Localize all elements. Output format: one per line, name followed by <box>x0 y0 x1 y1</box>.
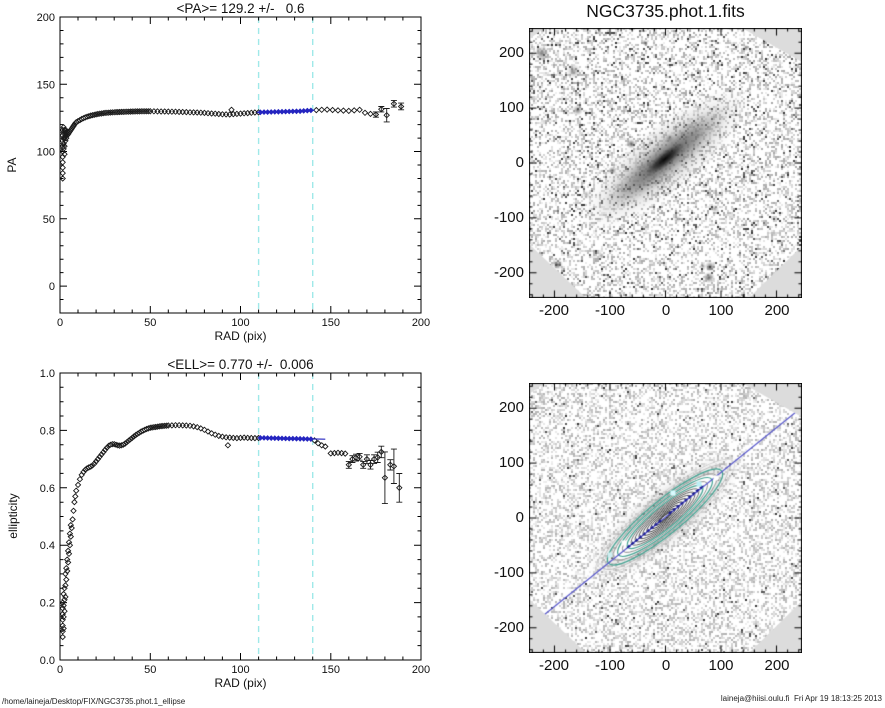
tick-label: 100 <box>498 99 524 116</box>
ellipticity-plot-panel: <ELL>= 0.770 +/- 0.006 0 50 100 150 200 0.0 0.… <box>0 355 442 708</box>
tick-label: 0 <box>515 154 524 171</box>
tick-label: 200 <box>37 12 55 24</box>
galaxy-image-panel: NGC3735.phot.1.fits 200 100 0 -100 -200 -200 -… <box>442 0 885 352</box>
tick-label: 50 <box>144 317 156 329</box>
tick-label: 200 <box>764 657 790 674</box>
pa-x-axis-label: RAD (pix) <box>214 329 267 343</box>
tick-label: 0 <box>57 664 63 676</box>
tick-label: -200 <box>493 264 524 281</box>
isophote-contour-tick-labels: 200 100 0 -100 -200 -200 -100 0 100 200 <box>442 355 885 708</box>
tick-label: -100 <box>594 657 626 674</box>
ellipticity-y-axis-label: ellipticity <box>6 493 20 539</box>
tick-label: 100 <box>37 147 55 159</box>
tick-label: 100 <box>708 302 734 319</box>
tick-label: 100 <box>231 317 249 329</box>
tick-label: 0.0 <box>40 655 55 667</box>
tick-label: 200 <box>412 664 430 676</box>
tick-label: 0.6 <box>40 483 55 495</box>
tick-label: -100 <box>493 209 524 226</box>
ellipticity-plot-canvas: 0 50 100 150 200 0.0 0.2 0.4 0.6 0.8 1.0 <box>40 368 430 676</box>
tick-label: 50 <box>43 214 55 226</box>
tick-label: -200 <box>493 619 524 636</box>
tick-label: 100 <box>231 664 249 676</box>
galaxy-image-title: NGC3735.phot.1.fits <box>586 1 745 21</box>
tick-label: 100 <box>708 657 734 674</box>
tick-label: -200 <box>538 302 570 319</box>
ellipticity-x-axis-label: RAD (pix) <box>214 676 267 690</box>
tick-label: 200 <box>498 44 524 61</box>
tick-label: 0.8 <box>40 425 55 437</box>
tick-label: 150 <box>322 664 340 676</box>
galaxy-image-tick-labels: 200 100 0 -100 -200 -200 -100 0 100 200 <box>442 0 885 352</box>
tick-label: -100 <box>594 302 626 319</box>
pa-y-axis-label: PA <box>5 157 19 173</box>
tick-label: -100 <box>493 564 524 581</box>
isophote-contour-canvas <box>529 383 802 653</box>
tick-label: 0.4 <box>40 540 55 552</box>
tick-label: 0 <box>57 317 63 329</box>
tick-label: 200 <box>498 399 524 416</box>
tick-label: 0 <box>49 281 55 293</box>
user-timestamp-text: laineja@hiisi.oulu.fi Fri Apr 19 18:13:2… <box>720 694 882 703</box>
tick-label: 150 <box>322 317 340 329</box>
tick-label: 0 <box>661 302 671 319</box>
pa-plot-panel: <PA>= 129.2 +/- 0.6 0 50 100 150 200 0 50 100 15… <box>0 0 442 352</box>
pa-plot-title: <PA>= 129.2 +/- 0.6 <box>176 1 305 16</box>
ellipticity-plot-title: <ELL>= 0.770 +/- 0.006 <box>167 357 314 372</box>
tick-label: 0.2 <box>40 598 55 610</box>
tick-label: 150 <box>37 79 55 91</box>
tick-label: 50 <box>144 664 156 676</box>
pa-plot-canvas: 0 50 100 150 200 0 50 100 150 200 <box>37 12 431 329</box>
output-path-text: /home/laineja/Desktop/FIX/NGC3735.phot.1… <box>2 697 186 706</box>
tick-label: 200 <box>764 302 790 319</box>
tick-label: -200 <box>538 657 570 674</box>
tick-label: 1.0 <box>40 368 55 380</box>
tick-label: 200 <box>412 317 430 329</box>
tick-label: 100 <box>498 454 524 471</box>
isophote-contour-panel: 200 100 0 -100 -200 -200 -100 0 100 200 <box>442 355 885 708</box>
galaxy-image-canvas <box>529 28 802 298</box>
tick-label: 0 <box>661 657 671 674</box>
tick-label: 0 <box>515 509 524 526</box>
